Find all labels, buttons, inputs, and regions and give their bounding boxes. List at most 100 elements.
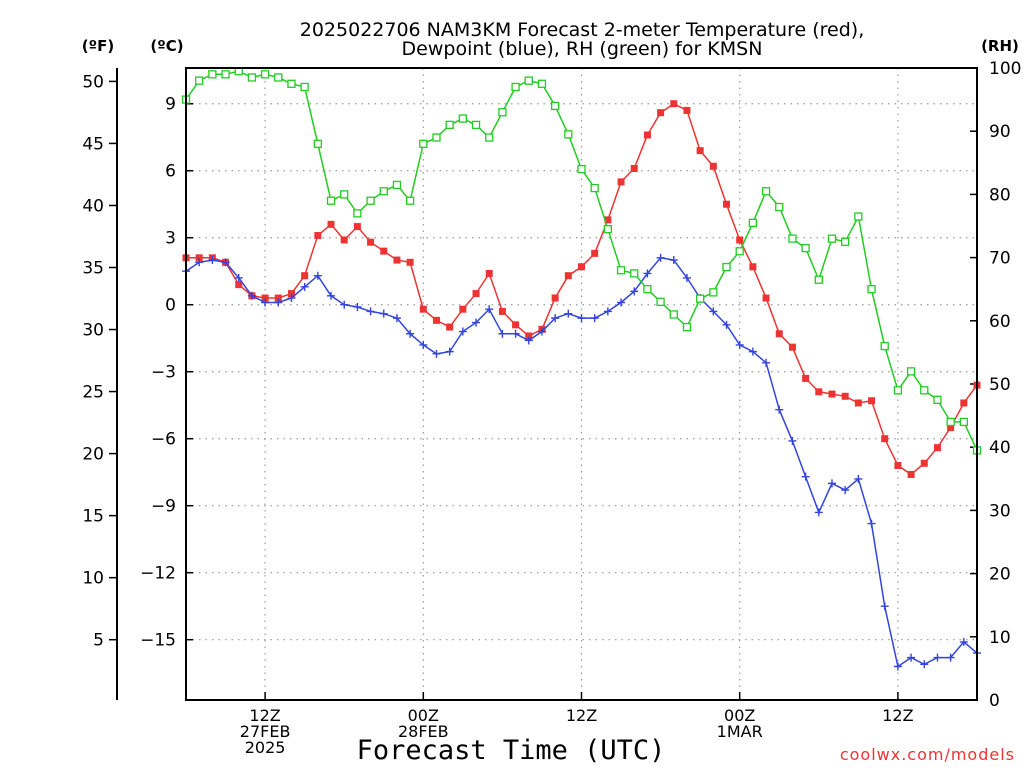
point-temperature bbox=[841, 392, 849, 400]
chart-series bbox=[181, 67, 982, 671]
x-tick-label: 00Z bbox=[724, 706, 755, 725]
point-temperature bbox=[775, 330, 783, 338]
point-temperature bbox=[960, 399, 968, 407]
point-rh bbox=[379, 187, 388, 196]
point-rh bbox=[933, 395, 942, 404]
point-temperature bbox=[301, 272, 309, 280]
point-rh bbox=[485, 133, 494, 142]
point-rh bbox=[564, 130, 573, 139]
point-rh bbox=[893, 386, 903, 395]
point-dewpoint bbox=[814, 508, 823, 517]
fahrenheit-tick-label: 15 bbox=[82, 507, 104, 527]
point-rh bbox=[247, 73, 257, 82]
point-rh bbox=[854, 212, 863, 221]
point-rh bbox=[867, 285, 876, 294]
point-dewpoint bbox=[933, 653, 942, 662]
point-rh bbox=[880, 341, 889, 351]
fahrenheit-tick-label: 5 bbox=[93, 631, 104, 651]
fahrenheit-axis-unit: (ºF) bbox=[82, 37, 114, 55]
point-temperature bbox=[459, 305, 467, 313]
series-rh bbox=[181, 67, 982, 455]
point-dewpoint bbox=[920, 660, 929, 669]
point-dewpoint bbox=[524, 336, 533, 345]
point-temperature bbox=[353, 223, 361, 231]
point-temperature bbox=[723, 200, 731, 208]
point-rh bbox=[761, 187, 771, 196]
celsius-tick-label: 3 bbox=[165, 229, 176, 249]
point-temperature bbox=[327, 220, 335, 228]
point-dewpoint bbox=[643, 269, 652, 278]
point-rh bbox=[498, 108, 507, 117]
point-rh bbox=[906, 367, 916, 376]
point-rh bbox=[735, 247, 744, 256]
point-rh bbox=[827, 234, 837, 243]
point-temperature bbox=[512, 321, 520, 329]
point-rh bbox=[260, 70, 270, 79]
point-dewpoint bbox=[195, 258, 204, 267]
point-dewpoint bbox=[946, 653, 955, 662]
point-rh bbox=[445, 120, 454, 130]
point-temperature bbox=[617, 178, 625, 186]
point-dewpoint bbox=[327, 291, 336, 300]
point-dewpoint bbox=[788, 436, 797, 445]
point-temperature bbox=[854, 399, 862, 407]
point-rh bbox=[550, 101, 560, 111]
point-temperature bbox=[591, 249, 599, 257]
point-temperature bbox=[406, 258, 414, 266]
point-rh bbox=[392, 180, 402, 190]
point-rh bbox=[195, 76, 204, 85]
point-temperature bbox=[749, 263, 757, 271]
point-rh bbox=[419, 139, 428, 148]
rh-tick-label: 90 bbox=[989, 122, 1011, 142]
chart-axes: 9630−3−6−9−12−15504540353025201510510090… bbox=[82, 59, 1021, 757]
point-dewpoint bbox=[801, 472, 810, 481]
point-dewpoint bbox=[485, 305, 494, 314]
point-dewpoint bbox=[458, 327, 467, 336]
celsius-tick-label: −9 bbox=[151, 497, 176, 517]
point-rh bbox=[630, 269, 639, 278]
point-temperature bbox=[235, 281, 243, 289]
point-dewpoint bbox=[669, 256, 678, 265]
point-dewpoint bbox=[247, 291, 256, 300]
point-rh bbox=[814, 275, 823, 284]
point-dewpoint bbox=[722, 320, 731, 329]
celsius-tick-label: −6 bbox=[151, 430, 176, 450]
point-rh bbox=[748, 218, 758, 227]
point-dewpoint bbox=[432, 349, 441, 358]
rh-tick-label: 0 bbox=[989, 691, 1000, 711]
watermark: coolwx.com/models bbox=[840, 745, 1015, 764]
point-temperature bbox=[564, 272, 572, 280]
rh-tick-label: 20 bbox=[989, 565, 1011, 585]
point-temperature bbox=[788, 343, 796, 351]
point-dewpoint bbox=[274, 298, 283, 307]
rh-tick-label: 30 bbox=[989, 501, 1011, 521]
point-rh bbox=[366, 196, 375, 205]
point-temperature bbox=[643, 131, 651, 139]
fahrenheit-tick-label: 35 bbox=[82, 259, 104, 279]
point-dewpoint bbox=[419, 340, 428, 349]
point-temperature bbox=[340, 236, 348, 244]
x-tick-label: 28FEB bbox=[398, 722, 449, 741]
point-dewpoint bbox=[379, 309, 388, 318]
point-rh bbox=[696, 294, 705, 303]
point-temperature bbox=[881, 435, 889, 443]
point-rh bbox=[709, 288, 718, 297]
fahrenheit-tick-label: 50 bbox=[82, 72, 104, 92]
x-tick-label: 1MAR bbox=[717, 722, 763, 741]
point-dewpoint bbox=[287, 294, 296, 303]
x-tick-label: 12Z bbox=[882, 706, 913, 725]
chart-title-line1: 2025022706 NAM3KM Forecast 2-meter Tempe… bbox=[300, 19, 864, 41]
x-tick-label: 12Z bbox=[249, 706, 280, 725]
point-dewpoint bbox=[208, 256, 217, 265]
point-temperature bbox=[920, 459, 928, 467]
point-rh bbox=[577, 164, 586, 174]
rh-tick-label: 70 bbox=[989, 249, 1011, 269]
point-temperature bbox=[195, 254, 203, 262]
point-rh bbox=[656, 297, 665, 306]
point-rh bbox=[313, 139, 322, 148]
point-dewpoint bbox=[827, 479, 836, 488]
celsius-tick-label: −3 bbox=[151, 363, 176, 383]
rh-tick-label: 100 bbox=[989, 59, 1021, 79]
point-dewpoint bbox=[656, 253, 665, 262]
point-rh bbox=[722, 262, 731, 272]
